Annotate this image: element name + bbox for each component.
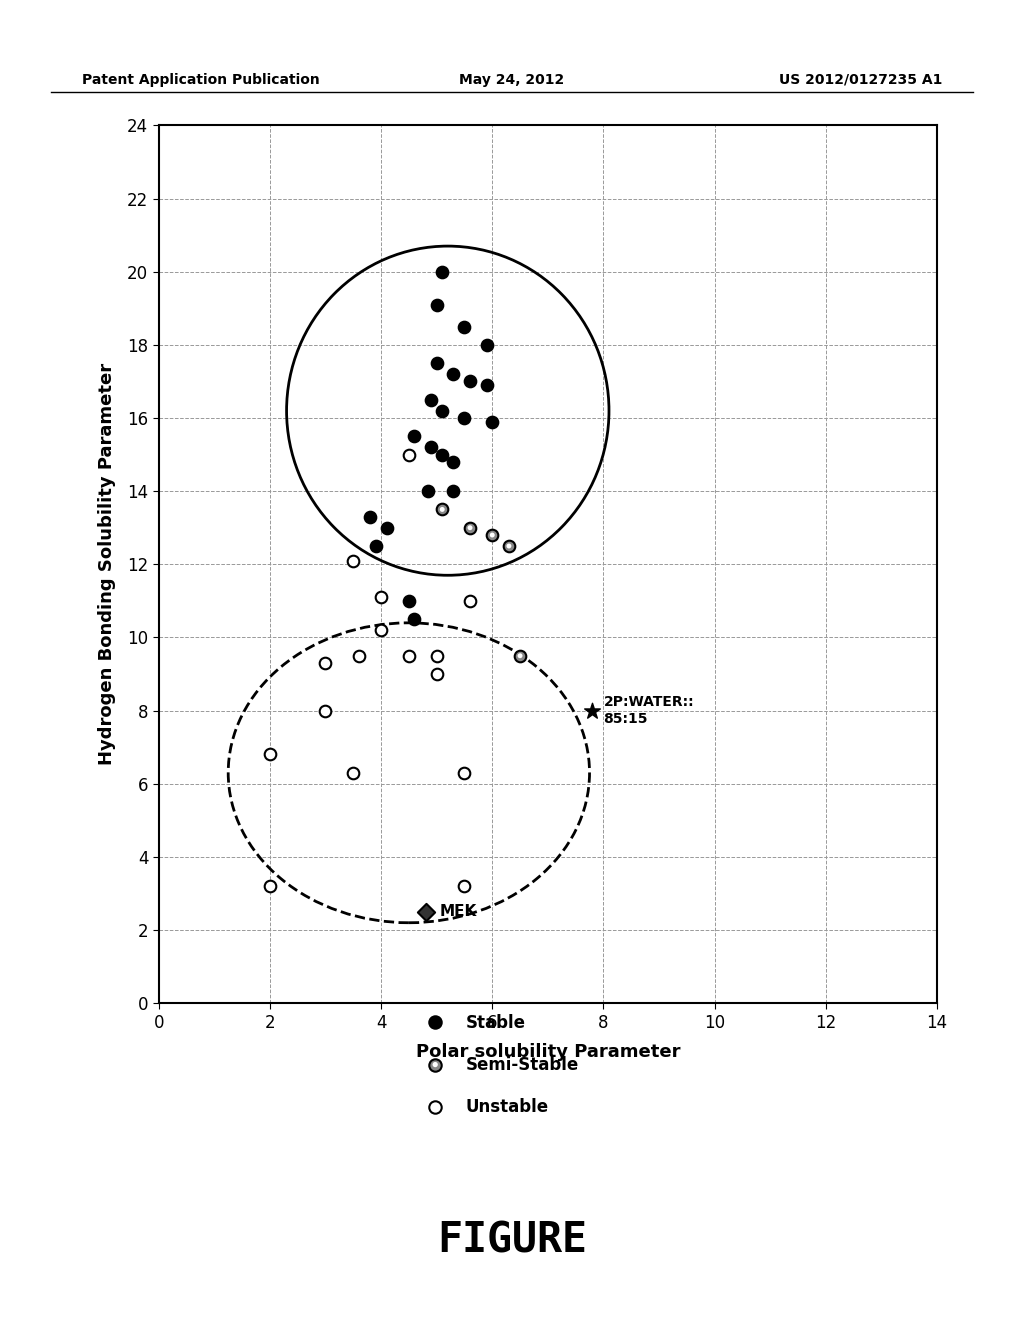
Point	[484, 524, 501, 545]
Point	[418, 902, 434, 923]
Point	[484, 411, 501, 432]
Point	[462, 517, 478, 539]
Text: FIGURE: FIGURE	[437, 1220, 587, 1262]
Point	[434, 400, 451, 421]
Point	[373, 619, 389, 640]
Point	[462, 371, 478, 392]
Point	[512, 645, 528, 667]
Text: US 2012/0127235 A1: US 2012/0127235 A1	[778, 73, 942, 87]
Point	[262, 744, 279, 766]
Point	[345, 762, 361, 783]
Point	[361, 506, 378, 527]
Text: Stable: Stable	[466, 1014, 526, 1032]
Text: Unstable: Unstable	[466, 1098, 549, 1117]
Point	[428, 352, 444, 374]
Point	[379, 517, 395, 539]
Text: MEK: MEK	[439, 904, 477, 919]
Point	[428, 664, 444, 685]
Point	[400, 590, 417, 611]
Point	[407, 426, 423, 447]
Point	[427, 1053, 443, 1074]
Point	[427, 1053, 443, 1074]
Point	[445, 451, 462, 473]
Point	[457, 762, 473, 783]
Point	[457, 875, 473, 896]
Point	[457, 315, 473, 337]
Point	[427, 1011, 443, 1032]
Point	[407, 609, 423, 630]
Point	[368, 536, 384, 557]
Text: Patent Application Publication: Patent Application Publication	[82, 73, 319, 87]
Text: May 24, 2012: May 24, 2012	[460, 73, 564, 87]
Point	[400, 444, 417, 465]
Point	[350, 645, 367, 667]
Point	[434, 261, 451, 282]
Point	[317, 700, 334, 721]
Point	[423, 389, 439, 411]
Point	[445, 363, 462, 384]
Point	[434, 499, 451, 520]
Point	[501, 536, 517, 557]
Point	[484, 524, 501, 545]
Point	[373, 586, 389, 607]
Point	[462, 590, 478, 611]
X-axis label: Polar solubility Parameter: Polar solubility Parameter	[416, 1043, 680, 1061]
Point	[478, 334, 495, 355]
Point	[501, 536, 517, 557]
Point	[420, 480, 436, 502]
Point	[400, 645, 417, 667]
Point	[434, 499, 451, 520]
Point	[345, 550, 361, 572]
Point	[434, 444, 451, 465]
Point	[317, 652, 334, 673]
Y-axis label: Hydrogen Bonding Solubility Parameter: Hydrogen Bonding Solubility Parameter	[98, 363, 116, 766]
Point	[445, 480, 462, 502]
Point	[262, 875, 279, 896]
Point	[512, 645, 528, 667]
Point	[462, 517, 478, 539]
Point	[427, 1096, 443, 1117]
Point	[457, 408, 473, 429]
Point	[428, 294, 444, 315]
Text: 2P:WATER::
85:15: 2P:WATER:: 85:15	[603, 694, 694, 726]
Point	[478, 375, 495, 396]
Point	[428, 645, 444, 667]
Text: Semi-Stable: Semi-Stable	[466, 1056, 580, 1074]
Point	[584, 700, 600, 721]
Point	[423, 437, 439, 458]
